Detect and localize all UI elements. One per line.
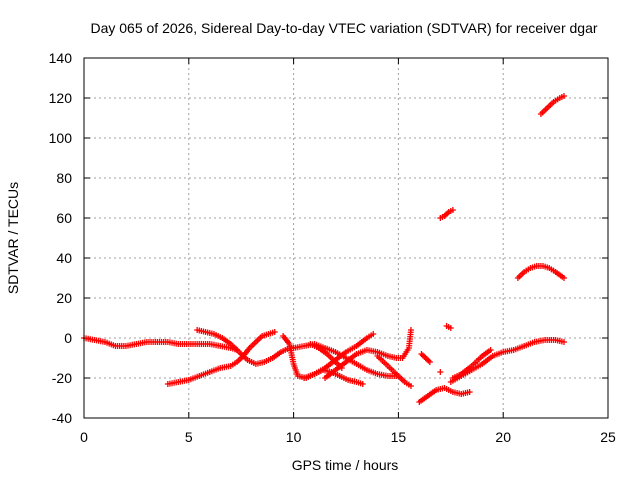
series-arc-b — [164, 329, 278, 387]
y-tick-label: 40 — [56, 250, 72, 266]
series-arc-c — [194, 327, 297, 367]
x-tick-label: 25 — [600, 429, 616, 445]
series-arc-i — [374, 353, 414, 389]
x-tick-label: 5 — [185, 429, 193, 445]
series-arc-k — [416, 385, 473, 405]
x-tick-label: 20 — [495, 429, 511, 445]
series-arc-m — [447, 337, 567, 385]
data-point — [359, 381, 366, 387]
y-tick-label: 140 — [49, 50, 73, 66]
y-tick-label: 120 — [49, 90, 73, 106]
series-arc-n — [449, 347, 494, 381]
data-point — [466, 389, 473, 395]
data-point — [407, 327, 414, 333]
data-point — [447, 325, 454, 331]
series-arc-l — [437, 369, 444, 375]
x-tick-labels: 0 5 10 15 20 25 — [80, 429, 616, 445]
x-tick-label: 0 — [80, 429, 88, 445]
y-tick-label: 80 — [56, 170, 72, 186]
data-point — [407, 383, 414, 389]
x-axis-label: GPS time / hours — [292, 457, 399, 473]
chart-title: Day 065 of 2026, Sidereal Day-to-day VTE… — [90, 20, 597, 36]
y-tick-label: 0 — [64, 330, 72, 346]
y-tick-label: 100 — [49, 130, 73, 146]
data-points — [81, 93, 567, 405]
data-point — [338, 365, 345, 371]
data-point — [560, 339, 567, 345]
series-arc-f — [301, 331, 377, 381]
series-arc-a — [81, 335, 241, 353]
x-tick-label: 15 — [391, 429, 407, 445]
series-arc-j — [418, 351, 433, 365]
series-arc-q — [514, 263, 567, 281]
plot-frame — [83, 57, 609, 419]
data-point — [487, 347, 494, 353]
data-point — [560, 275, 567, 281]
y-tick-labels: -40 -20 0 20 40 60 80 100 120 140 — [49, 50, 73, 426]
data-point — [370, 331, 377, 337]
data-point — [426, 359, 433, 365]
data-point — [449, 207, 456, 213]
y-tick-label: -40 — [52, 410, 72, 426]
series-arc-o — [443, 323, 454, 331]
y-tick-label: 20 — [56, 290, 72, 306]
series-arc-p — [437, 207, 456, 221]
data-point — [437, 369, 444, 375]
data-point — [271, 329, 278, 335]
series-arc-h — [307, 341, 345, 371]
y-tick-label: 60 — [56, 210, 72, 226]
data-point — [560, 93, 567, 99]
series-arc-r — [537, 93, 567, 117]
y-axis-label: SDTVAR / TECUs — [5, 182, 21, 294]
y-tick-label: -20 — [52, 370, 72, 386]
x-tick-label: 10 — [286, 429, 302, 445]
